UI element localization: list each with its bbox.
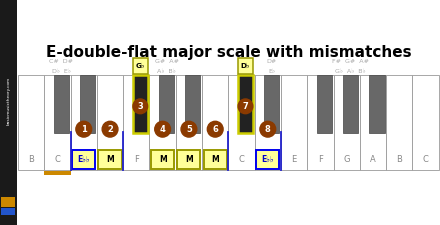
Bar — [54, 75, 69, 133]
Text: E: E — [291, 155, 297, 164]
Text: F#  G#  A#: F# G# A# — [332, 59, 369, 64]
Text: C: C — [55, 155, 60, 164]
Text: D♭: D♭ — [241, 63, 250, 69]
Text: F: F — [134, 155, 139, 164]
Bar — [343, 75, 358, 133]
Text: B: B — [396, 155, 402, 164]
Circle shape — [207, 121, 223, 137]
Bar — [256, 150, 279, 169]
Bar — [176, 75, 202, 170]
Circle shape — [133, 99, 148, 114]
Text: 4: 4 — [160, 125, 165, 134]
Bar — [72, 150, 95, 169]
Text: G♭: G♭ — [136, 63, 145, 69]
Text: E♭♭: E♭♭ — [77, 155, 90, 164]
Bar — [18, 75, 44, 170]
Circle shape — [238, 99, 253, 114]
Bar — [185, 75, 201, 133]
Bar — [307, 75, 334, 170]
Text: C#  D#: C# D# — [49, 59, 73, 64]
Text: A: A — [370, 155, 376, 164]
Text: G: G — [343, 155, 350, 164]
Text: C: C — [422, 155, 429, 164]
Text: M: M — [106, 155, 114, 164]
Bar — [159, 75, 174, 133]
Bar — [44, 171, 70, 175]
Bar — [97, 75, 123, 170]
Bar — [281, 75, 307, 170]
Bar — [177, 150, 201, 169]
Circle shape — [102, 121, 118, 137]
Bar — [369, 75, 385, 133]
Bar — [412, 75, 439, 170]
Text: 6: 6 — [212, 125, 218, 134]
Text: 2: 2 — [107, 125, 113, 134]
Bar — [238, 75, 253, 133]
Text: A♭  B♭: A♭ B♭ — [157, 69, 176, 74]
Bar — [70, 75, 97, 170]
Bar — [238, 58, 253, 74]
Bar — [264, 75, 279, 133]
Bar — [317, 75, 332, 133]
Bar — [80, 75, 95, 133]
Bar — [255, 75, 281, 170]
Text: C: C — [238, 155, 245, 164]
Bar — [133, 58, 148, 74]
Text: 8: 8 — [265, 125, 271, 134]
Text: E♭: E♭ — [268, 69, 275, 74]
Text: M: M — [185, 155, 193, 164]
Text: E♭♭: E♭♭ — [261, 155, 274, 164]
Text: D♭  E♭: D♭ E♭ — [52, 69, 71, 74]
Bar — [1, 208, 15, 215]
Bar — [150, 75, 176, 170]
Text: F: F — [318, 155, 323, 164]
Bar — [99, 150, 121, 169]
Text: D#: D# — [267, 59, 277, 64]
Text: G♭  A♭  B♭: G♭ A♭ B♭ — [335, 69, 366, 74]
Bar — [44, 75, 70, 170]
Bar — [204, 150, 227, 169]
Bar — [123, 75, 150, 170]
Text: 1: 1 — [81, 125, 87, 134]
Circle shape — [155, 121, 171, 137]
Text: G#  A#: G# A# — [154, 59, 179, 64]
Text: M: M — [211, 155, 219, 164]
Text: basicmusictheory.com: basicmusictheory.com — [6, 77, 11, 125]
Bar — [133, 75, 148, 133]
Text: B: B — [28, 155, 34, 164]
Bar — [1, 197, 15, 207]
Circle shape — [76, 121, 92, 137]
Circle shape — [260, 121, 276, 137]
Text: 5: 5 — [186, 125, 192, 134]
Bar — [386, 75, 412, 170]
Text: 3: 3 — [137, 102, 143, 111]
Text: E-double-flat major scale with mismatches: E-double-flat major scale with mismatche… — [46, 45, 411, 60]
Text: M: M — [159, 155, 166, 164]
Bar — [202, 75, 228, 170]
Bar — [151, 150, 174, 169]
Circle shape — [181, 121, 197, 137]
Bar — [334, 75, 360, 170]
Text: 7: 7 — [242, 102, 248, 111]
Bar — [360, 75, 386, 170]
Bar — [228, 75, 255, 170]
